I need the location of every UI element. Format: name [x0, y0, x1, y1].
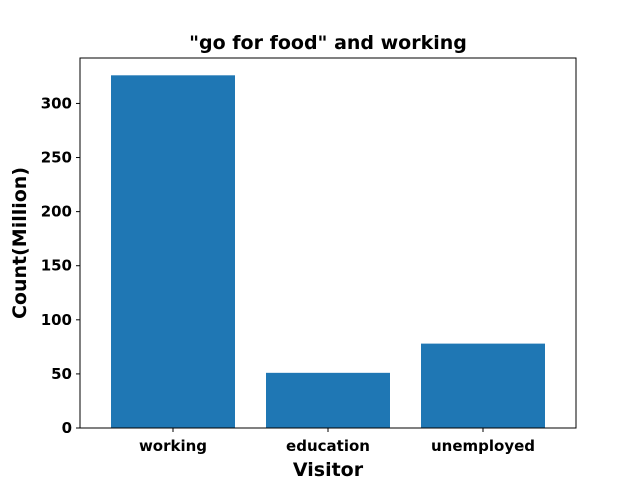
y-tick-label: 250: [41, 149, 72, 167]
y-tick-label: 200: [41, 203, 72, 221]
y-tick-label: 300: [41, 94, 72, 112]
y-tick-label: 50: [51, 365, 72, 383]
x-axis-label: Visitor: [293, 459, 364, 480]
bars-group: [111, 75, 545, 429]
y-axis-label: Count(Million): [9, 167, 31, 319]
bar-education: [266, 372, 390, 428]
x-ticks-group: working education unemployed: [139, 428, 535, 455]
y-tick-label: 100: [41, 311, 72, 329]
x-tick-label: unemployed: [431, 437, 535, 455]
x-tick-label: education: [286, 437, 370, 455]
plot-frame: [79, 57, 577, 429]
bar-unemployed: [421, 343, 545, 428]
y-tick-label: 150: [41, 257, 72, 275]
y-ticks-group: 0 50 100 150 200 250 300: [41, 94, 80, 437]
y-tick-label: 0: [62, 419, 72, 437]
x-tick-label: working: [139, 437, 207, 455]
chart-title: "go for food" and working: [189, 32, 467, 54]
bar-working: [111, 75, 235, 429]
